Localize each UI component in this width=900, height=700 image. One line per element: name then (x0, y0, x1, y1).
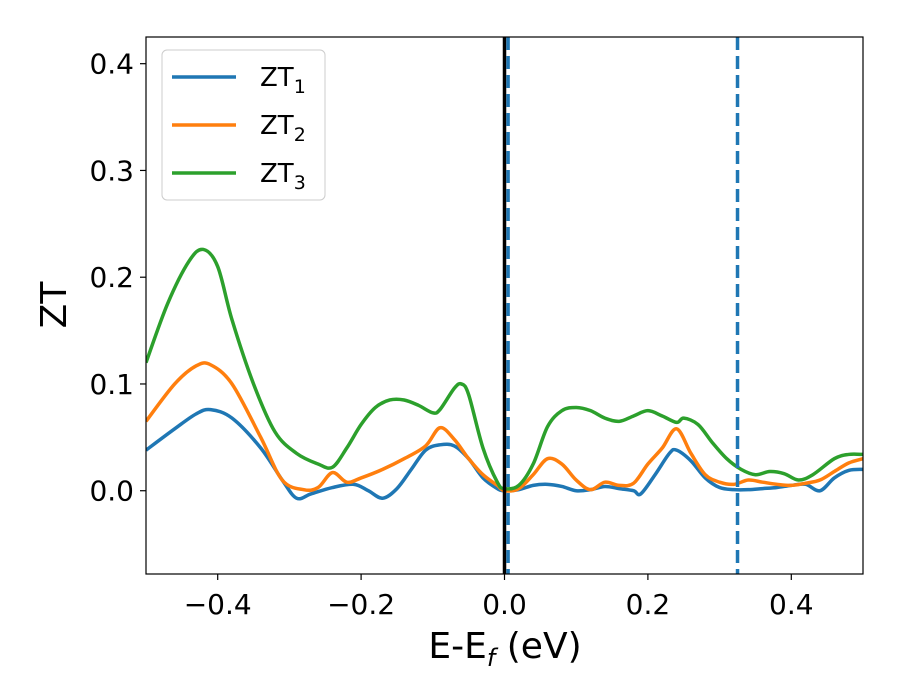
series-line-3 (146, 247, 863, 491)
series-line-1 (146, 407, 863, 501)
y-tick-label: 0.2 (89, 261, 134, 294)
x-tick-label: 0.2 (626, 588, 671, 621)
series-lines (146, 37, 863, 574)
x-axis-ticks: −0.4 −0.2 0.0 0.2 0.4 (184, 574, 814, 621)
y-tick-label: 0.3 (89, 154, 134, 187)
x-tick-label: 0.4 (769, 588, 814, 621)
series-line-2 (146, 361, 863, 493)
x-axis-title: E-Ef (eV) (428, 626, 581, 672)
x-tick-label: −0.4 (184, 588, 252, 621)
x-tick-label: 0.0 (482, 588, 527, 621)
y-axis-title: ZT (34, 281, 75, 329)
y-tick-label: 0.0 (89, 475, 134, 508)
y-tick-label: 0.4 (89, 48, 134, 81)
y-tick-label: 0.1 (89, 368, 134, 401)
legend-label-3: ZT3 (260, 159, 306, 194)
y-axis-ticks: 0.0 0.1 0.2 0.3 0.4 (89, 48, 146, 508)
legend-label-1: ZT1 (260, 63, 306, 98)
x-tick-label: −0.2 (327, 588, 395, 621)
legend: ZT1 ZT2 ZT3 (161, 49, 326, 201)
legend-label-2: ZT2 (260, 111, 306, 146)
legend-box (161, 49, 326, 201)
